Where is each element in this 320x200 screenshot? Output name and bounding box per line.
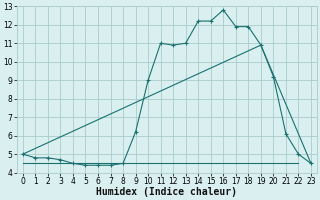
X-axis label: Humidex (Indice chaleur): Humidex (Indice chaleur)	[96, 187, 237, 197]
